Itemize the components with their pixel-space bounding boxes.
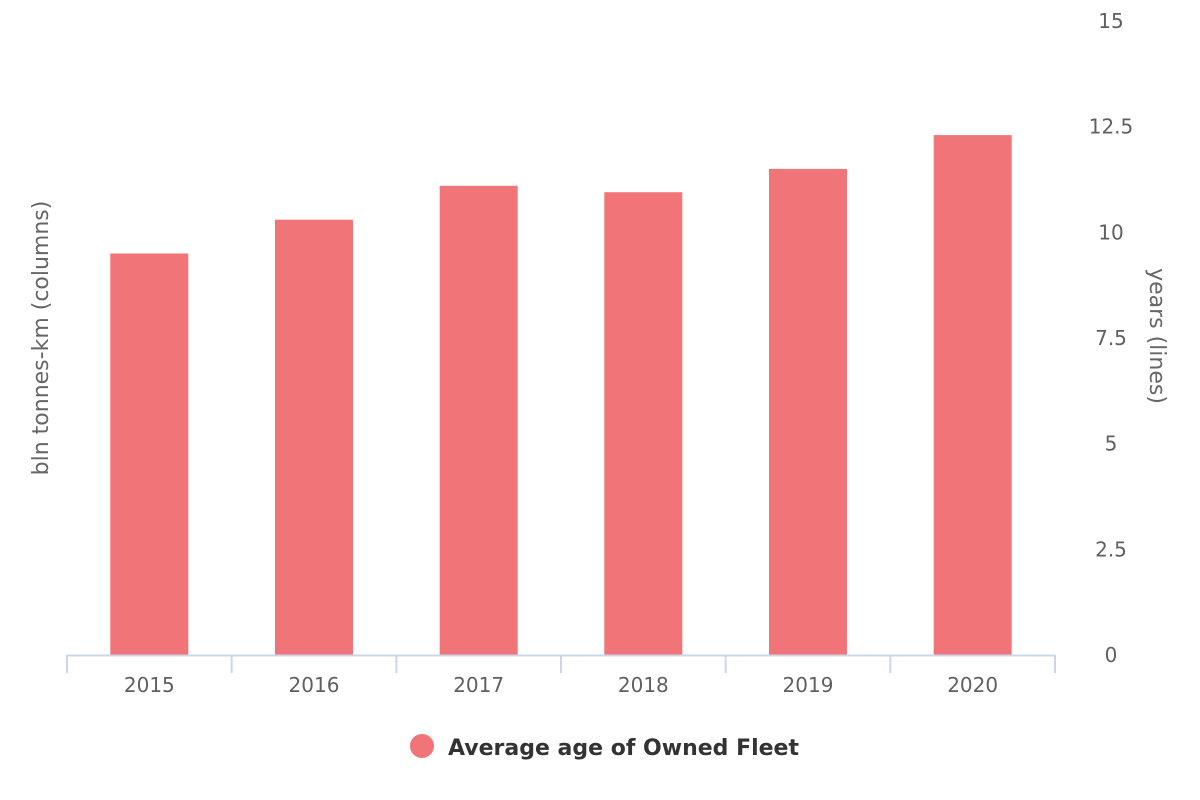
- legend[interactable]: Average age of Owned Fleet: [410, 734, 799, 761]
- left-axis-title: bln tonnes-km (columns): [29, 201, 54, 476]
- y-right-tick-label: 5: [1105, 432, 1118, 456]
- bar-2018[interactable]: [604, 192, 683, 655]
- bar-2016[interactable]: [275, 219, 353, 655]
- x-tick-label: 2018: [618, 673, 669, 697]
- y-right-tick-label: 10: [1098, 220, 1123, 244]
- y-right-tick-label: 0: [1105, 643, 1118, 667]
- bars-group: [110, 135, 1012, 656]
- bar-2017[interactable]: [439, 185, 518, 656]
- x-tick-label: 2019: [783, 673, 834, 697]
- right-axis-title: years (lines): [1144, 268, 1169, 404]
- y-right-tick-label: 2.5: [1095, 537, 1127, 561]
- bar-2019[interactable]: [769, 168, 847, 655]
- x-tick-label: 2015: [124, 673, 175, 697]
- y-right-tick-label: 15: [1098, 9, 1123, 33]
- x-tick-label: 2016: [289, 673, 340, 697]
- x-axis: 2015 2016 2017 2018 2019 2020: [66, 654, 1056, 697]
- legend-label: Average age of Owned Fleet: [448, 736, 799, 761]
- x-tick-label: 2017: [453, 673, 504, 697]
- y-right-tick-label: 7.5: [1095, 326, 1127, 350]
- right-y-axis: 0 2.5 5 7.5 10 12.5 15: [1089, 9, 1134, 667]
- bar-2020[interactable]: [933, 135, 1012, 656]
- bar-2015[interactable]: [110, 253, 189, 656]
- y-right-tick-label: 12.5: [1089, 115, 1134, 139]
- x-tick-label: 2020: [947, 673, 998, 697]
- legend-marker: [410, 734, 434, 758]
